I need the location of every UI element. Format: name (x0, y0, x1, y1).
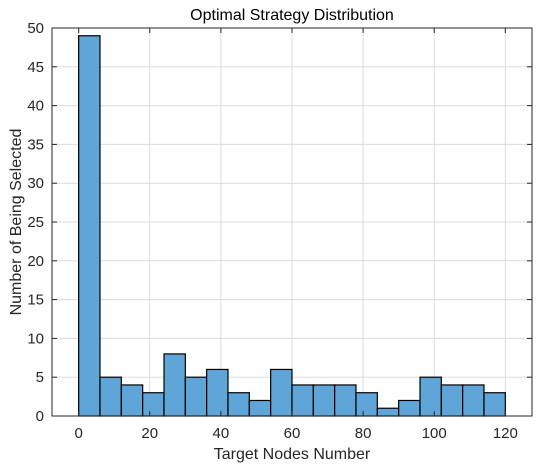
y-tick-label: 50 (27, 20, 44, 37)
y-tick-label: 30 (27, 175, 44, 192)
chart-title: Optimal Strategy Distribution (190, 7, 394, 24)
axis-ticks: 0 20 40 60 80 100 120 0 5 10 15 20 25 30 35 40 45 50 (27, 20, 532, 442)
histogram-bars (78, 35, 506, 417)
x-tick-label: 40 (213, 425, 230, 442)
histogram-bar (184, 376, 208, 417)
histogram-bar (355, 392, 378, 417)
x-axis-label: Target Nodes Number (214, 446, 371, 463)
histogram-bar (120, 384, 144, 417)
histogram-bar (376, 407, 400, 417)
x-tick-label: 120 (493, 425, 518, 442)
histogram-bar (78, 35, 101, 417)
histogram-bar (142, 392, 165, 417)
y-tick-label: 10 (27, 330, 44, 347)
x-tick-label: 60 (284, 425, 301, 442)
x-tick-label: 80 (355, 425, 372, 442)
histogram-bar (206, 368, 229, 417)
y-tick-label: 40 (27, 98, 44, 115)
y-tick-label: 5 (36, 369, 44, 386)
histogram-bar (440, 384, 464, 417)
x-tick-label: 20 (141, 425, 158, 442)
y-tick-label: 25 (27, 214, 44, 231)
histogram-bar (227, 392, 250, 417)
histogram-bar (462, 384, 485, 417)
histogram-bar (163, 353, 186, 417)
x-tick-label: 0 (74, 425, 82, 442)
histogram-bar (270, 368, 293, 417)
y-tick-label: 35 (27, 136, 44, 153)
x-tick-label: 100 (422, 425, 447, 442)
grid-lines (52, 27, 532, 417)
y-tick-label: 45 (27, 59, 44, 76)
y-axis-label: Number of Being Selected (8, 129, 25, 316)
histogram-bar (248, 399, 272, 417)
histogram-bar (291, 384, 314, 417)
histogram-bar (334, 384, 357, 417)
histogram-bar (419, 376, 442, 417)
histogram-bar (312, 384, 336, 417)
histogram-bar (483, 392, 506, 417)
histogram-bar (99, 376, 122, 417)
y-tick-label: 15 (27, 292, 44, 309)
y-tick-label: 20 (27, 253, 44, 270)
y-tick-label: 0 (36, 408, 44, 425)
histogram-bar (398, 399, 421, 417)
